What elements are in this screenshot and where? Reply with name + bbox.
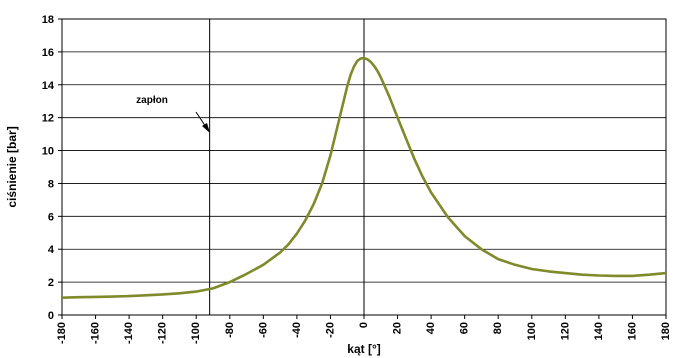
x-tick-label: 40 bbox=[425, 322, 437, 334]
y-axis-title: ciśnienie [bar] bbox=[5, 126, 19, 207]
x-tick-label: 120 bbox=[559, 322, 571, 340]
annotations: zapłon bbox=[136, 95, 210, 133]
x-tick-label: 0 bbox=[358, 322, 370, 328]
x-tick-label: -80 bbox=[224, 322, 236, 338]
annotation-zaplon: zapłon bbox=[136, 95, 168, 106]
x-tick-label: -60 bbox=[257, 322, 269, 338]
x-tick-label: 140 bbox=[593, 322, 605, 340]
x-tick-label: -160 bbox=[90, 322, 102, 344]
annotation-arrowhead bbox=[202, 123, 210, 133]
y-tick-label: 6 bbox=[48, 211, 54, 223]
y-tick-label: 10 bbox=[42, 146, 54, 158]
y-tick-label: 18 bbox=[42, 14, 54, 26]
x-tick-label: 180 bbox=[660, 322, 672, 340]
x-tick-label: -40 bbox=[291, 322, 303, 338]
x-tick-label: -120 bbox=[157, 322, 169, 344]
y-tick-label: 14 bbox=[42, 80, 55, 92]
y-tick-label: 12 bbox=[42, 113, 54, 125]
axis-ticks: 0 2 4 6 8 10 12 14 16 18 -180 -160 -140 -120 -100 -80 -6… bbox=[42, 14, 672, 344]
y-tick-label: 0 bbox=[48, 310, 54, 322]
x-tick-label: -20 bbox=[324, 322, 336, 338]
x-tick-label: 100 bbox=[526, 322, 538, 340]
y-tick-label: 16 bbox=[42, 47, 54, 59]
x-axis-title: kąt [°] bbox=[347, 342, 380, 356]
x-tick-label: -180 bbox=[56, 322, 68, 344]
x-tick-label: -100 bbox=[190, 322, 202, 344]
x-tick-label: -140 bbox=[123, 322, 135, 344]
x-tick-label: 20 bbox=[392, 322, 404, 334]
x-tick-label: 80 bbox=[492, 322, 504, 334]
x-tick-label: 160 bbox=[626, 322, 638, 340]
series-layer bbox=[61, 56, 667, 299]
y-tick-label: 8 bbox=[48, 178, 54, 190]
x-tick-label: 60 bbox=[459, 322, 471, 334]
y-tick-label: 2 bbox=[48, 277, 54, 289]
reference-lines bbox=[209, 19, 365, 315]
y-tick-label: 4 bbox=[48, 244, 55, 256]
series-line bbox=[61, 56, 667, 299]
